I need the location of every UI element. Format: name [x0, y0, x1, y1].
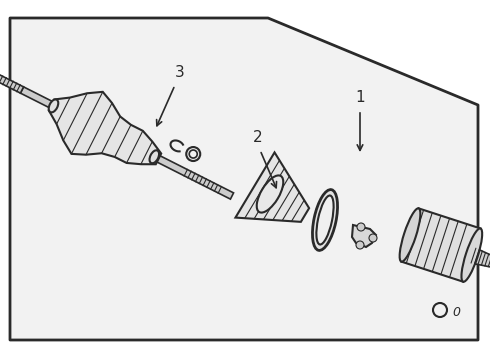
Ellipse shape	[313, 190, 338, 251]
Text: 1: 1	[355, 90, 365, 105]
Ellipse shape	[149, 150, 159, 163]
Circle shape	[433, 303, 447, 317]
Ellipse shape	[49, 99, 58, 112]
Ellipse shape	[189, 150, 197, 158]
Polygon shape	[352, 225, 376, 247]
Polygon shape	[0, 62, 24, 93]
Text: 0: 0	[452, 306, 460, 320]
Ellipse shape	[186, 147, 200, 161]
Ellipse shape	[257, 175, 283, 213]
Circle shape	[357, 223, 365, 231]
Circle shape	[369, 234, 377, 242]
Polygon shape	[236, 152, 309, 222]
Polygon shape	[401, 208, 481, 282]
Polygon shape	[49, 92, 161, 164]
Polygon shape	[10, 18, 478, 340]
Polygon shape	[469, 247, 490, 270]
Text: 3: 3	[175, 65, 185, 80]
Circle shape	[356, 241, 364, 249]
Ellipse shape	[400, 208, 420, 262]
Ellipse shape	[462, 228, 482, 282]
Ellipse shape	[317, 195, 334, 244]
Polygon shape	[21, 87, 234, 199]
Text: 2: 2	[253, 130, 263, 145]
